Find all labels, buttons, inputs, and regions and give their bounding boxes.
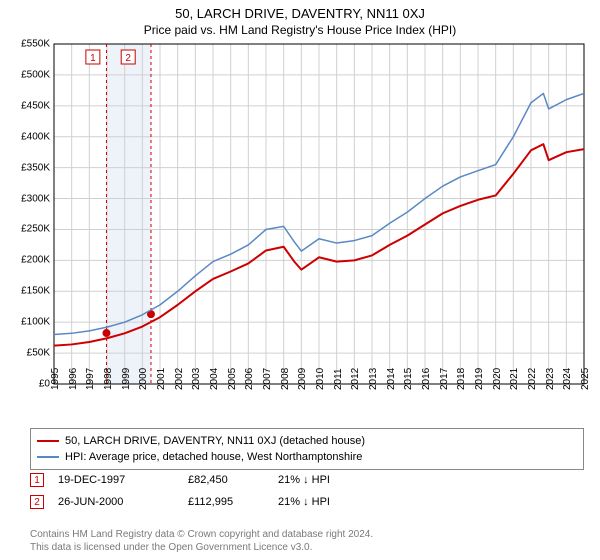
y-axis-tick: £350K [21, 162, 50, 173]
legend-label: HPI: Average price, detached house, West… [65, 451, 362, 463]
footer-line: Contains HM Land Registry data © Crown c… [30, 529, 584, 542]
y-axis-tick: £300K [21, 193, 50, 204]
y-axis-tick: £500K [21, 69, 50, 80]
event-date: 19-DEC-1997 [58, 474, 188, 486]
x-axis-tick: 2025 [580, 368, 591, 390]
y-axis-tick: £150K [21, 286, 50, 297]
x-axis-tick: 2013 [368, 368, 379, 390]
x-axis-tick: 2020 [492, 368, 503, 390]
y-axis-tick: £200K [21, 255, 50, 266]
line-chart: 12 [54, 44, 584, 384]
x-axis-tick: 2021 [509, 368, 520, 390]
x-axis-tick: 2012 [350, 368, 361, 390]
event-price: £112,995 [188, 496, 278, 508]
y-axis-tick: £550K [21, 39, 50, 50]
page-title: 50, LARCH DRIVE, DAVENTRY, NN11 0XJ [0, 0, 600, 21]
svg-text:1: 1 [90, 53, 96, 64]
x-axis-tick: 2004 [209, 368, 220, 390]
x-axis-tick: 2003 [191, 368, 202, 390]
event-price: £82,450 [188, 474, 278, 486]
attribution-footer: Contains HM Land Registry data © Crown c… [30, 529, 584, 554]
y-axis-tick: £50K [27, 348, 50, 359]
event-date: 26-JUN-2000 [58, 496, 188, 508]
y-axis-tick: £100K [21, 317, 50, 328]
x-axis-tick: 2001 [156, 368, 167, 390]
sale-event-row: 2 26-JUN-2000 £112,995 21% ↓ HPI [30, 492, 330, 512]
legend: 50, LARCH DRIVE, DAVENTRY, NN11 0XJ (det… [30, 428, 584, 470]
legend-label: 50, LARCH DRIVE, DAVENTRY, NN11 0XJ (det… [65, 435, 365, 447]
x-axis-tick: 2017 [439, 368, 450, 390]
sale-events: 1 19-DEC-1997 £82,450 21% ↓ HPI 2 26-JUN… [30, 468, 330, 512]
x-axis-tick: 2009 [297, 368, 308, 390]
y-axis-tick: £0 [39, 379, 50, 390]
x-axis-tick: 1997 [85, 368, 96, 390]
event-marker-icon: 1 [30, 473, 44, 487]
x-axis-tick: 2007 [262, 368, 273, 390]
x-axis-tick: 2011 [333, 368, 344, 390]
page-subtitle: Price paid vs. HM Land Registry's House … [0, 23, 600, 37]
x-axis-tick: 2019 [474, 368, 485, 390]
sale-event-row: 1 19-DEC-1997 £82,450 21% ↓ HPI [30, 470, 330, 490]
x-axis-tick: 2023 [545, 368, 556, 390]
svg-text:2: 2 [125, 53, 131, 64]
y-axis-tick: £250K [21, 224, 50, 235]
legend-swatch [37, 440, 59, 442]
x-axis-tick: 2002 [174, 368, 185, 390]
x-axis-tick: 1998 [103, 368, 114, 390]
x-axis-tick: 2000 [138, 368, 149, 390]
x-axis-tick: 2010 [315, 368, 326, 390]
event-diff: 21% ↓ HPI [278, 496, 330, 508]
x-axis-tick: 2022 [527, 368, 538, 390]
event-marker-icon: 2 [30, 495, 44, 509]
x-axis-tick: 2014 [386, 368, 397, 390]
chart-plot-area: 12 £0£50K£100K£150K£200K£250K£300K£350K£… [54, 44, 584, 384]
x-axis-tick: 2006 [244, 368, 255, 390]
x-axis-tick: 2005 [227, 368, 238, 390]
event-diff: 21% ↓ HPI [278, 474, 330, 486]
x-axis-tick: 2024 [562, 368, 573, 390]
x-axis-tick: 2015 [403, 368, 414, 390]
x-axis-tick: 1996 [68, 368, 79, 390]
x-axis-tick: 2016 [421, 368, 432, 390]
x-axis-tick: 2018 [456, 368, 467, 390]
footer-line: This data is licensed under the Open Gov… [30, 542, 584, 555]
legend-swatch [37, 456, 59, 458]
y-axis-tick: £450K [21, 100, 50, 111]
x-axis-tick: 1999 [121, 368, 132, 390]
legend-item-hpi: HPI: Average price, detached house, West… [37, 449, 577, 465]
x-axis-tick: 2008 [280, 368, 291, 390]
y-axis-tick: £400K [21, 131, 50, 142]
legend-item-property: 50, LARCH DRIVE, DAVENTRY, NN11 0XJ (det… [37, 433, 577, 449]
x-axis-tick: 1995 [50, 368, 61, 390]
